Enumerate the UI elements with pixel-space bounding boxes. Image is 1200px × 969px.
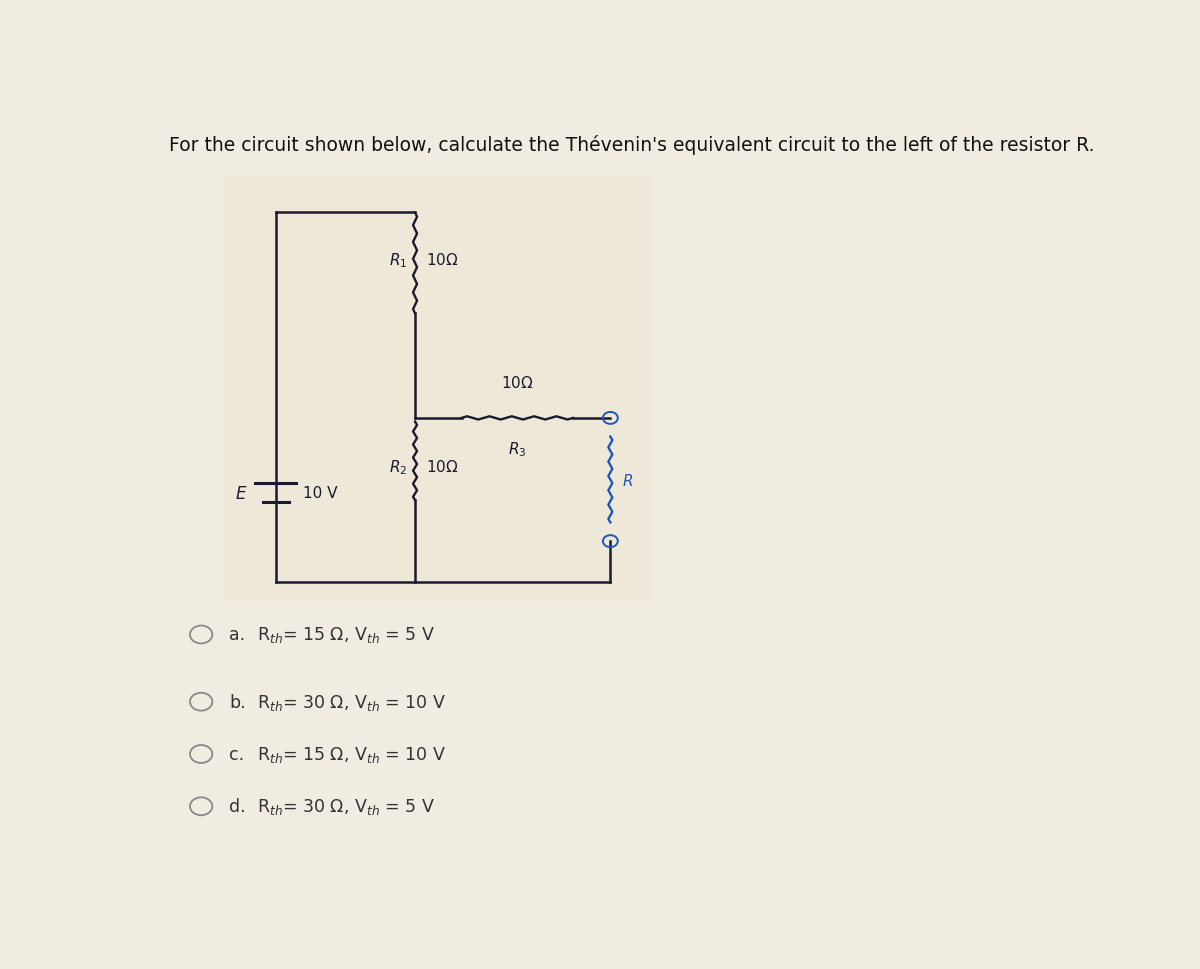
Text: 10$\Omega$: 10$\Omega$ (502, 374, 534, 391)
FancyBboxPatch shape (224, 176, 653, 601)
Text: $R$: $R$ (622, 472, 632, 488)
Text: $R_3$: $R_3$ (508, 439, 527, 458)
Text: c.: c. (229, 745, 244, 764)
Text: For the circuit shown below, calculate the Thévenin's equivalent circuit to the : For the circuit shown below, calculate t… (168, 135, 1094, 155)
Text: $E$: $E$ (235, 484, 247, 502)
Text: $R_2$: $R_2$ (389, 457, 408, 477)
Text: R$_{th}$= 30 Ω, V$_{th}$ = 5 V: R$_{th}$= 30 Ω, V$_{th}$ = 5 V (257, 797, 436, 817)
Text: a.: a. (229, 626, 245, 643)
Text: 10$\Omega$: 10$\Omega$ (426, 459, 458, 475)
Text: R$_{th}$= 15 Ω, V$_{th}$ = 5 V: R$_{th}$= 15 Ω, V$_{th}$ = 5 V (257, 625, 436, 644)
Text: b.: b. (229, 693, 246, 711)
Text: R$_{th}$= 15 Ω, V$_{th}$ = 10 V: R$_{th}$= 15 Ω, V$_{th}$ = 10 V (257, 744, 446, 765)
Text: d.: d. (229, 797, 246, 816)
Text: R$_{th}$= 30 Ω, V$_{th}$ = 10 V: R$_{th}$= 30 Ω, V$_{th}$ = 10 V (257, 692, 446, 712)
Text: $R_1$: $R_1$ (389, 251, 408, 269)
Text: 10 V: 10 V (304, 485, 338, 501)
Text: 10$\Omega$: 10$\Omega$ (426, 252, 458, 267)
